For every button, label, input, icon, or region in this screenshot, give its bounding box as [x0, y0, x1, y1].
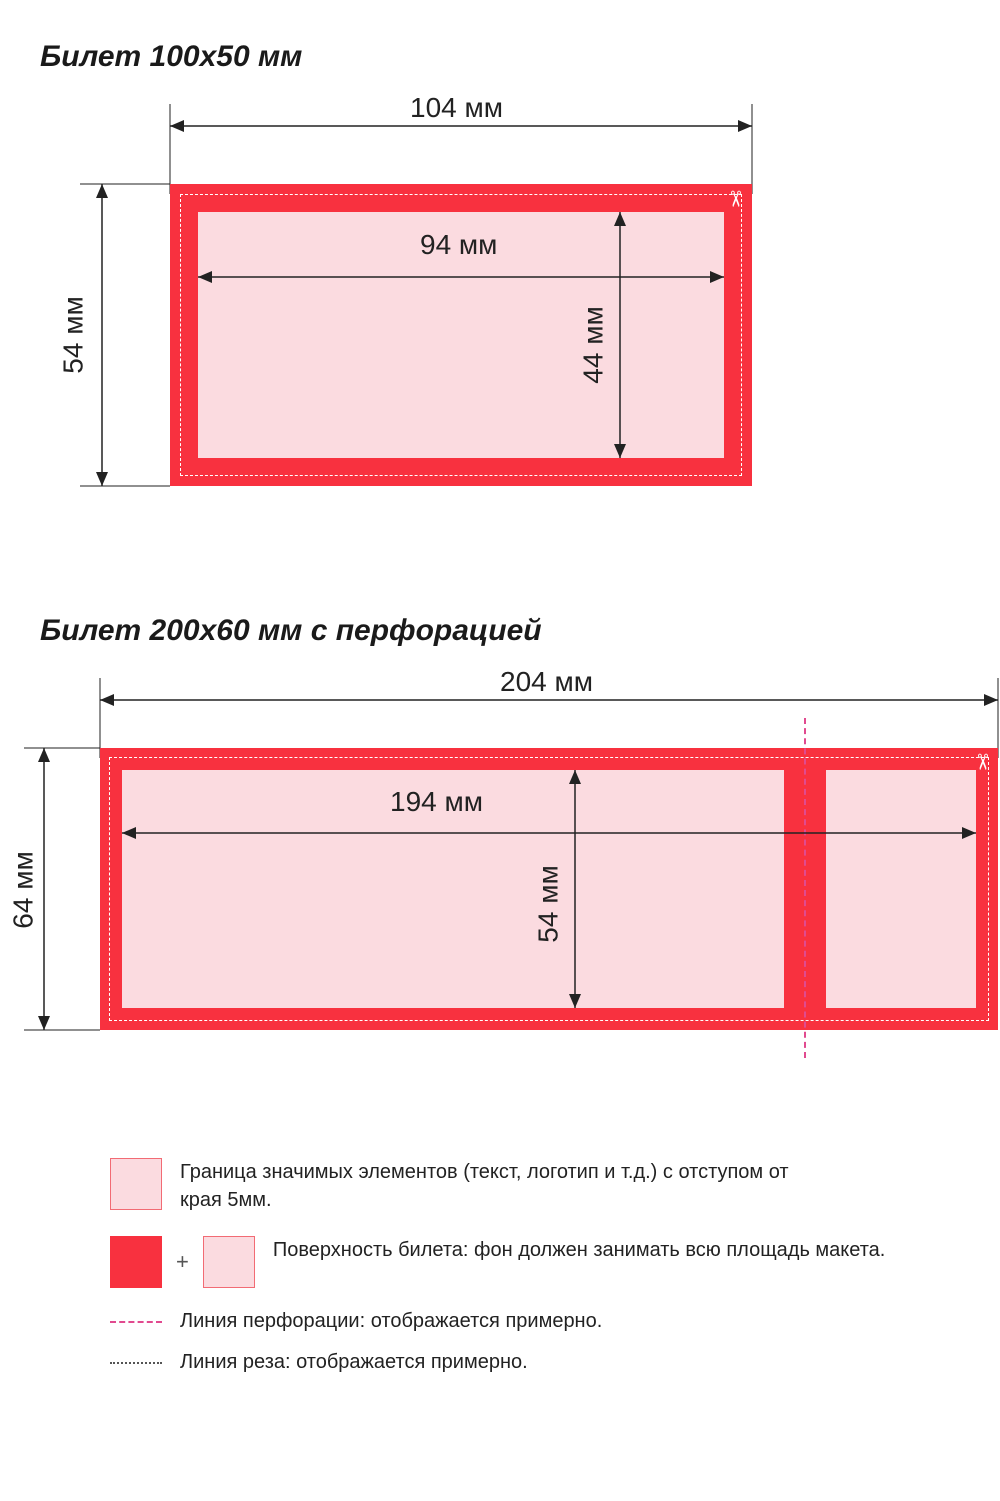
legend-safe-text: Граница значимых элементов (текст, логот… [180, 1158, 820, 1214]
ticket1-inner-width-label: 94 мм [420, 229, 497, 261]
legend-plus: + [176, 1247, 189, 1278]
scissors-icon: ✂ [971, 753, 997, 771]
legend-surface-row: + Поверхность билета: фон должен занимат… [110, 1236, 960, 1288]
ticket1-outer-height-dim [80, 184, 170, 486]
legend: Граница значимых элементов (текст, логот… [110, 1158, 960, 1374]
ticket1-outer-width-label: 104 мм [410, 92, 503, 124]
ticket1-inner-height-label: 44 мм [578, 306, 610, 383]
ticket1-diagram: 104 мм 54 мм ✂ 94 мм 44 мм [60, 104, 960, 534]
ticket-100x50-section: Билет 100x50 мм 104 мм 54 мм ✂ [40, 40, 960, 534]
ticket2-title: Билет 200x60 мм с перфорацией [40, 614, 960, 648]
legend-safe-row: Граница значимых элементов (текст, логот… [110, 1158, 960, 1214]
ticket1-title: Билет 100x50 мм [40, 40, 960, 74]
legend-perforation-text: Линия перфорации: отображается примерно. [180, 1310, 602, 1333]
legend-surface-text: Поверхность билета: фон должен занимать … [273, 1236, 886, 1264]
ticket2-safe-area-stub [826, 770, 976, 1008]
ticket-200x60-section: Билет 200x60 мм с перфорацией 204 мм 64 … [40, 614, 960, 1078]
ticket2-outer-height-label: 64 мм [8, 851, 40, 928]
legend-safe-swatch [110, 1158, 162, 1210]
ticket1-outer-height-label: 54 мм [58, 296, 90, 373]
ticket2-outer-width-label: 204 мм [500, 666, 593, 698]
ticket2-diagram: 204 мм 64 мм ✂ 194 мм [20, 678, 960, 1078]
legend-perforation-swatch [110, 1321, 162, 1323]
legend-perforation-row: Линия перфорации: отображается примерно. [110, 1310, 960, 1333]
scissors-icon: ✂ [724, 190, 750, 208]
legend-bleed-swatch [110, 1236, 162, 1288]
legend-cut-swatch [110, 1362, 162, 1364]
ticket2-inner-width-label: 194 мм [390, 786, 483, 818]
legend-safe-swatch-2 [203, 1236, 255, 1288]
legend-cut-row: Линия реза: отображается примерно. [110, 1351, 960, 1374]
legend-cut-text: Линия реза: отображается примерно. [180, 1351, 528, 1374]
ticket2-inner-height-label: 54 мм [533, 865, 565, 942]
ticket2-inner-width-dim [122, 818, 976, 848]
ticket1-inner-width-dim [198, 262, 724, 292]
ticket2-perforation-line [804, 718, 806, 1058]
